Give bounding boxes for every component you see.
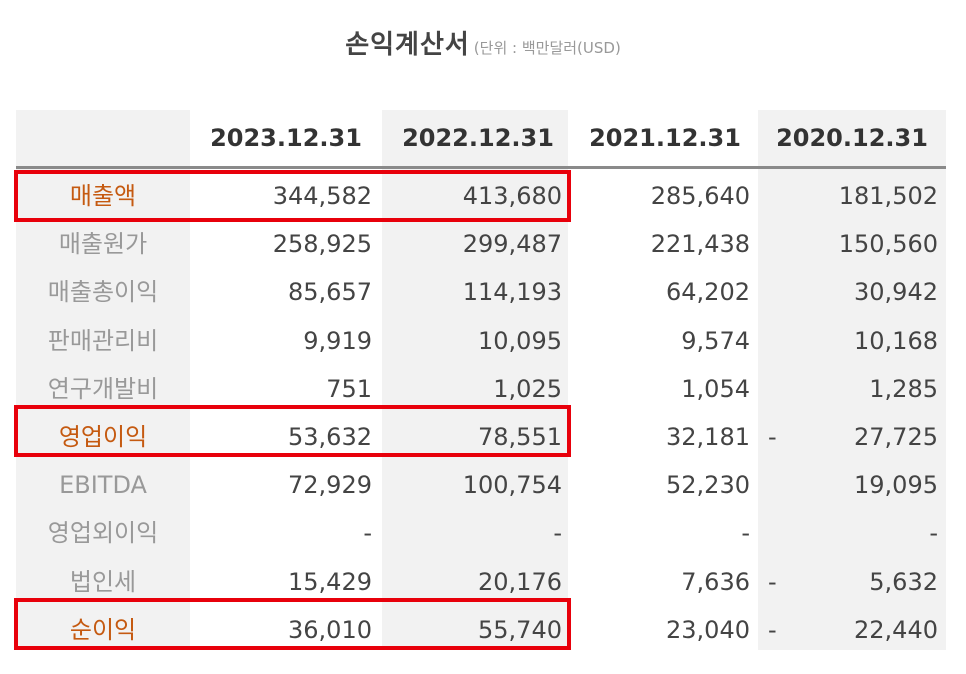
- negative-sign: -: [768, 615, 777, 644]
- column-2020-shade: [758, 110, 946, 650]
- page-title: 손익계산서 (단위 : 백만달러(USD): [0, 24, 966, 61]
- value-cell: 22,440: [854, 615, 938, 644]
- value-cell: 100,754: [462, 471, 562, 500]
- value-cell: 114,193: [462, 278, 562, 307]
- value-cell: 7,636: [681, 567, 750, 596]
- value-cell: 344,582: [272, 182, 372, 210]
- value-cell: 19,095: [854, 471, 938, 500]
- header-2022: 2022.12.31: [402, 124, 554, 152]
- value-cell: 36,010: [288, 615, 372, 644]
- column-2022-shade: [382, 110, 568, 650]
- highlight-box-operating-income: [14, 405, 571, 457]
- value-cell: 85,657: [288, 278, 372, 307]
- table-row: EBITDA 72,929 100,754 52,230 19,095: [16, 461, 946, 509]
- row-label: 영업이익: [58, 423, 148, 451]
- value-cell: 9,574: [681, 326, 750, 355]
- label-column-shade: [16, 110, 190, 650]
- value-cell: 78,551: [478, 423, 562, 451]
- row-label: 매출액: [69, 182, 137, 210]
- value-cell: 72,929: [288, 471, 372, 500]
- value-cell: 1,054: [681, 374, 750, 403]
- table-header: 2023.12.31 2022.12.31 2021.12.31 2020.12…: [16, 114, 946, 162]
- title-main: 손익계산서: [345, 30, 470, 60]
- value-cell: -: [553, 519, 562, 548]
- value-cell: 15,429: [288, 567, 372, 596]
- value-cell: -: [929, 519, 938, 548]
- row-label: 연구개발비: [47, 374, 159, 403]
- value-cell: 32,181: [666, 423, 750, 451]
- row-label: 법인세: [69, 567, 137, 596]
- table-row: 연구개발비 751 1,025 1,054 1,285: [16, 365, 946, 413]
- value-cell: 64,202: [666, 278, 750, 307]
- value-cell: 9,919: [303, 326, 372, 355]
- header-divider: [16, 166, 946, 169]
- value-cell: 751: [326, 374, 372, 403]
- table-row: 판매관리비 9,919 10,095 9,574 10,168: [16, 317, 946, 365]
- table-row: 영업외이익 - - - -: [16, 509, 946, 557]
- value-cell: 52,230: [666, 471, 750, 500]
- value-cell: 285,640: [650, 182, 750, 210]
- table-row: 매출원가 258,925 299,487 221,438 150,560: [16, 220, 946, 268]
- value-cell: 413,680: [462, 182, 562, 210]
- value-cell: 10,168: [854, 326, 938, 355]
- value-cell: 221,438: [650, 230, 750, 259]
- value-cell: 27,725: [854, 423, 938, 451]
- table-row: 매출액 344,582 413,680 285,640 181,502: [16, 172, 946, 220]
- table-row: 매출총이익 85,657 114,193 64,202 30,942: [16, 268, 946, 316]
- value-cell: -: [741, 519, 750, 548]
- row-label: 영업외이익: [47, 519, 159, 548]
- highlight-box-revenue: [14, 170, 571, 222]
- value-cell: 1,285: [869, 374, 938, 403]
- row-label: EBITDA: [59, 471, 147, 500]
- value-cell: 20,176: [478, 567, 562, 596]
- negative-sign: -: [768, 423, 777, 451]
- highlight-box-net-income: [14, 598, 571, 650]
- row-label: 매출원가: [58, 230, 148, 259]
- title-unit: (단위 : 백만달러(USD): [473, 39, 621, 57]
- header-2023: 2023.12.31: [210, 124, 362, 152]
- value-cell: -: [363, 519, 372, 548]
- row-label: 판매관리비: [47, 326, 159, 355]
- table-row: 순이익 36,010 55,740 23,040 22,440 -: [16, 606, 946, 654]
- value-cell: 53,632: [288, 423, 372, 451]
- value-cell: 1,025: [493, 374, 562, 403]
- table-row: 법인세 15,429 20,176 7,636 5,632 -: [16, 558, 946, 606]
- value-cell: 30,942: [854, 278, 938, 307]
- table-row: 영업이익 53,632 78,551 32,181 27,725 -: [16, 413, 946, 461]
- value-cell: 181,502: [838, 182, 938, 210]
- value-cell: 23,040: [666, 615, 750, 644]
- value-cell: 258,925: [272, 230, 372, 259]
- negative-sign: -: [768, 567, 777, 596]
- value-cell: 10,095: [478, 326, 562, 355]
- value-cell: 5,632: [869, 567, 938, 596]
- header-2021: 2021.12.31: [589, 124, 741, 152]
- value-cell: 299,487: [462, 230, 562, 259]
- value-cell: 150,560: [838, 230, 938, 259]
- header-2020: 2020.12.31: [776, 124, 928, 152]
- value-cell: 55,740: [478, 615, 562, 644]
- row-label: 매출총이익: [47, 278, 159, 307]
- row-label: 순이익: [69, 615, 137, 644]
